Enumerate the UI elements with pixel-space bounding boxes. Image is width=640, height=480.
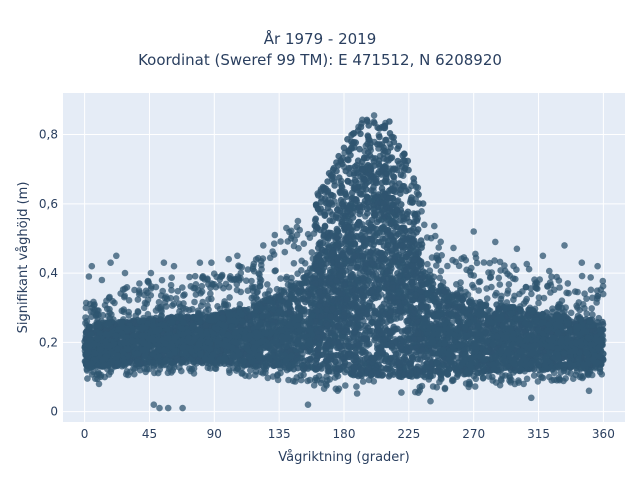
data-point (277, 296, 285, 304)
data-point (265, 304, 272, 312)
data-point (495, 274, 503, 282)
data-point (353, 390, 361, 397)
data-point (475, 278, 483, 286)
data-point (346, 247, 353, 255)
data-point (530, 366, 538, 373)
data-point (298, 295, 305, 303)
data-point (359, 378, 367, 385)
data-point (82, 332, 90, 340)
data-point (589, 311, 596, 319)
data-point (225, 360, 232, 368)
data-point (440, 356, 447, 363)
data-point (398, 389, 405, 396)
data-point (304, 356, 311, 364)
data-points (81, 112, 607, 412)
data-point (202, 322, 210, 330)
data-point (496, 281, 504, 288)
data-point (483, 295, 491, 302)
data-point (183, 313, 190, 321)
data-point (588, 305, 595, 312)
data-point (173, 355, 181, 363)
data-point (277, 238, 284, 245)
data-point (191, 272, 199, 280)
chart-title-line2: Koordinat (Sweref 99 TM): E 471512, N 62… (138, 51, 502, 69)
data-point (437, 267, 445, 275)
chart-title-line1: År 1979 - 2019 (263, 30, 377, 48)
data-point (441, 288, 449, 296)
data-point (191, 298, 198, 306)
data-point (571, 288, 579, 295)
data-point (423, 354, 431, 362)
data-point (270, 240, 278, 247)
data-point (480, 259, 488, 266)
